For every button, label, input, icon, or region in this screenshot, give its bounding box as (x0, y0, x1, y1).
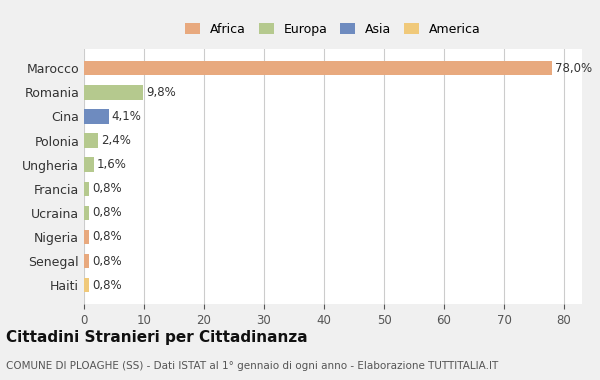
Bar (84, 109, 109, 124)
Legend: Africa, Europa, Asia, America: Africa, Europa, Asia, America (185, 22, 481, 36)
Text: 0,8%: 0,8% (92, 255, 121, 268)
Text: 0,8%: 0,8% (92, 182, 121, 195)
Text: 0,8%: 0,8% (92, 279, 121, 292)
Bar (84, 230, 89, 244)
Text: 0,8%: 0,8% (92, 206, 121, 219)
Text: 78,0%: 78,0% (555, 62, 592, 75)
Bar (84, 61, 552, 76)
Text: 1,6%: 1,6% (97, 158, 127, 171)
Bar (84, 182, 89, 196)
Text: 9,8%: 9,8% (146, 86, 176, 99)
Bar (84, 254, 89, 268)
Text: 2,4%: 2,4% (101, 134, 131, 147)
Text: COMUNE DI PLOAGHE (SS) - Dati ISTAT al 1° gennaio di ogni anno - Elaborazione TU: COMUNE DI PLOAGHE (SS) - Dati ISTAT al 1… (6, 361, 498, 370)
Bar (84, 85, 143, 100)
Text: 4,1%: 4,1% (112, 110, 142, 123)
Bar (84, 278, 89, 293)
Text: Cittadini Stranieri per Cittadinanza: Cittadini Stranieri per Cittadinanza (6, 330, 308, 345)
Bar (84, 133, 98, 148)
Bar (84, 157, 94, 172)
Bar (84, 206, 89, 220)
Text: 0,8%: 0,8% (92, 231, 121, 244)
